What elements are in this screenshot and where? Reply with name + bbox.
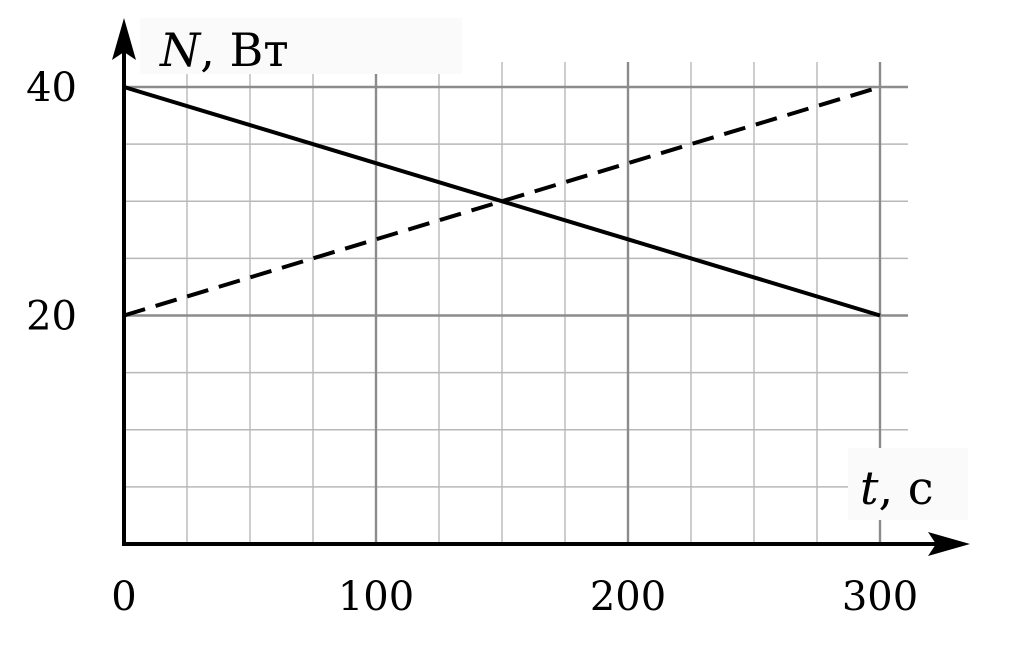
y-axis-label-variable: N bbox=[159, 23, 202, 77]
grid-major bbox=[124, 62, 908, 544]
x-tick-label: 200 bbox=[590, 574, 666, 620]
x-tick-label: 100 bbox=[338, 574, 414, 620]
tick-labels: 0 100 200 300 20 40 bbox=[26, 65, 918, 620]
y-tick-label: 40 bbox=[26, 65, 77, 111]
series-layer bbox=[123, 85, 881, 318]
y-axis-label-unit: , Вт bbox=[200, 23, 289, 77]
x-axis-arrow-icon bbox=[928, 532, 970, 556]
series-line-solid bbox=[123, 85, 881, 318]
y-axis-label-background bbox=[140, 18, 462, 74]
x-tick-label: 0 bbox=[111, 574, 136, 620]
x-axis-label-unit: , с bbox=[879, 461, 934, 515]
x-axis-label-variable: t bbox=[860, 461, 879, 515]
x-axis-label: t, с bbox=[860, 461, 934, 515]
y-axis-arrow-icon bbox=[112, 18, 136, 60]
y-tick-label: 20 bbox=[26, 294, 77, 340]
y-axis-label: N, Вт bbox=[159, 23, 289, 77]
grid-minor bbox=[124, 62, 908, 544]
x-axis-label-background bbox=[848, 448, 968, 520]
x-tick-label: 300 bbox=[842, 574, 918, 620]
